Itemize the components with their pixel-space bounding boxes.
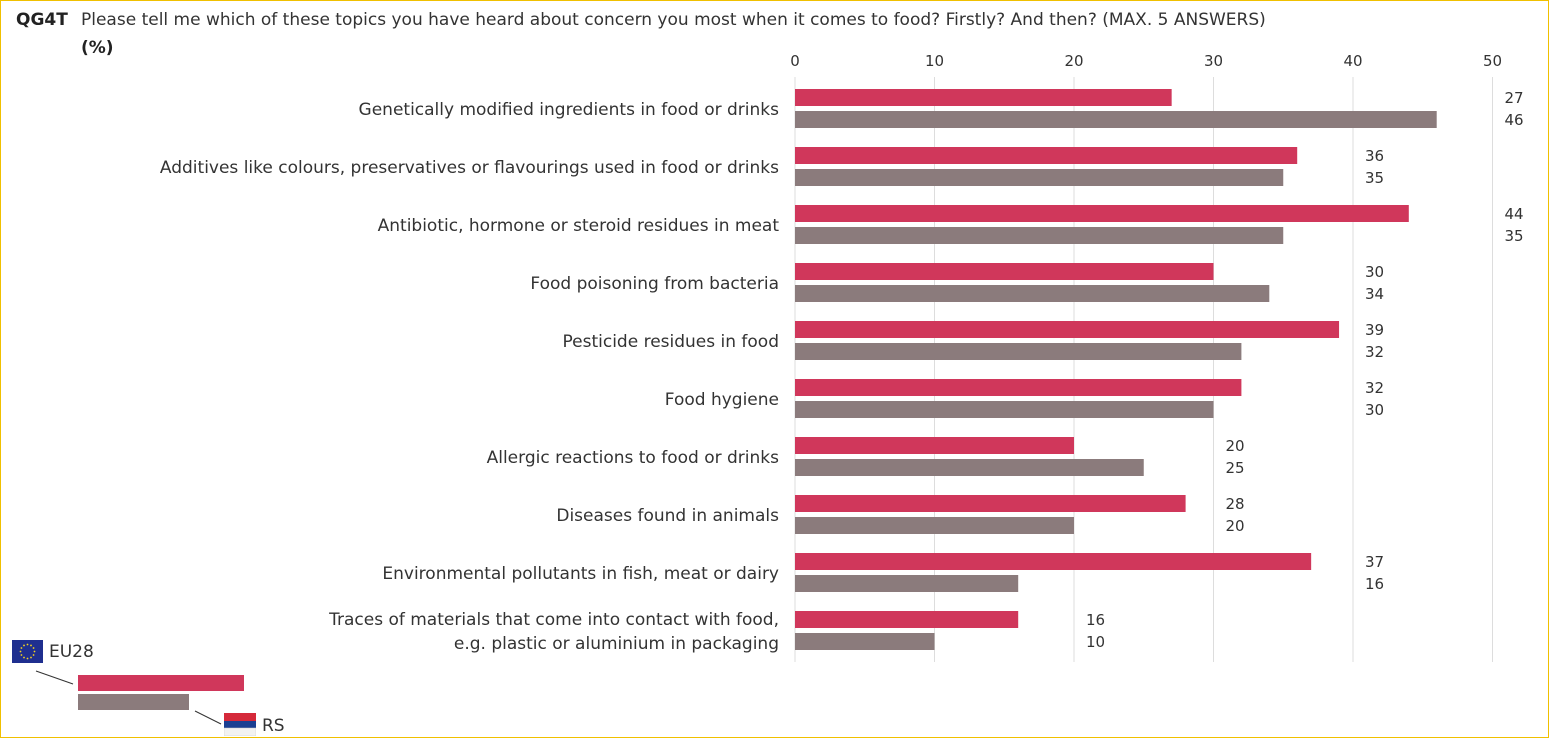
bar-rs (795, 401, 1214, 418)
eu-star (26, 643, 29, 646)
category-label: Additives like colours, preservatives or… (159, 158, 779, 178)
category-label: Diseases found in animals (556, 506, 779, 526)
x-tick-label: 20 (1064, 52, 1083, 70)
legend-rs-swatch (78, 694, 189, 710)
question-text: Please tell me which of these topics you… (81, 10, 1266, 30)
bar-eu28 (795, 263, 1214, 280)
bar-eu28 (795, 89, 1172, 106)
data-label: 16 (1086, 611, 1105, 629)
serbia-flag-icon (224, 713, 256, 736)
x-tick-label: 30 (1204, 52, 1223, 70)
data-label: 30 (1365, 263, 1384, 281)
legend-rs-label: RS (262, 716, 285, 736)
category-label: Genetically modified ingredients in food… (358, 100, 779, 120)
eu-star (33, 650, 36, 653)
legend-eu28-swatch (78, 675, 244, 691)
bar-rs (795, 517, 1074, 534)
eu-star (20, 654, 23, 656)
bar-rs (795, 343, 1242, 360)
data-label: 25 (1226, 459, 1245, 477)
category-label: Antibiotic, hormone or steroid residues … (377, 216, 779, 236)
data-label: 28 (1226, 495, 1245, 513)
legend-eu28-connector (35, 670, 74, 685)
category-label: Pesticide residues in food (562, 332, 780, 352)
data-label: 10 (1086, 633, 1105, 651)
bar-rs (795, 169, 1284, 186)
eu-flag-icon (12, 640, 43, 663)
category-label: Food poisoning from bacteria (530, 274, 779, 294)
data-label: 27 (1505, 89, 1524, 107)
x-tick-label: 10 (925, 52, 944, 70)
data-label: 35 (1505, 227, 1524, 245)
eu-star (19, 650, 22, 653)
category-label: Environmental pollutants in fish, meat o… (382, 564, 779, 584)
eu-star (26, 657, 29, 660)
eu-star (23, 644, 25, 647)
data-label: 32 (1365, 343, 1384, 361)
bar-rs (795, 459, 1144, 476)
data-label: 46 (1505, 111, 1524, 129)
bar-eu28 (795, 205, 1409, 222)
data-label: 36 (1365, 147, 1384, 165)
bar-eu28 (795, 437, 1074, 454)
data-label: 20 (1226, 437, 1245, 455)
eu-star (30, 656, 32, 659)
x-tick-label: 0 (790, 52, 800, 70)
bar-eu28 (795, 321, 1340, 338)
data-label: 35 (1365, 169, 1384, 187)
category-label: Traces of materials that come into conta… (329, 610, 779, 654)
category-label: Allergic reactions to food or drinks (486, 448, 779, 468)
data-label: 34 (1365, 285, 1384, 303)
data-label: 16 (1365, 575, 1384, 593)
bar-eu28 (795, 147, 1298, 164)
data-label: 32 (1365, 379, 1384, 397)
eu-star (20, 647, 23, 649)
bar-eu28 (795, 495, 1186, 512)
bar-rs (795, 285, 1270, 302)
eu-star (32, 654, 35, 656)
data-label: 20 (1226, 517, 1245, 535)
x-tick-label: 50 (1483, 52, 1502, 70)
x-tick-label: 40 (1343, 52, 1362, 70)
bar-eu28 (795, 379, 1242, 396)
eu-star (30, 644, 32, 647)
bar-eu28 (795, 611, 1019, 628)
bar-rs (795, 633, 935, 650)
bar-eu28 (795, 553, 1312, 570)
question-code: QG4T (16, 10, 68, 30)
legend-eu28-label: EU28 (49, 642, 94, 662)
data-label: 44 (1505, 205, 1524, 223)
bar-rs (795, 227, 1284, 244)
bar-rs (795, 575, 1019, 592)
data-label: 39 (1365, 321, 1384, 339)
data-label: 30 (1365, 401, 1384, 419)
unit-label: (%) (81, 38, 114, 58)
eu-star (23, 656, 25, 659)
category-label: Food hygiene (664, 390, 779, 410)
legend-rs-connector (194, 710, 222, 725)
bar-rs (795, 111, 1437, 128)
eu-star (32, 647, 35, 649)
data-label: 37 (1365, 553, 1384, 571)
